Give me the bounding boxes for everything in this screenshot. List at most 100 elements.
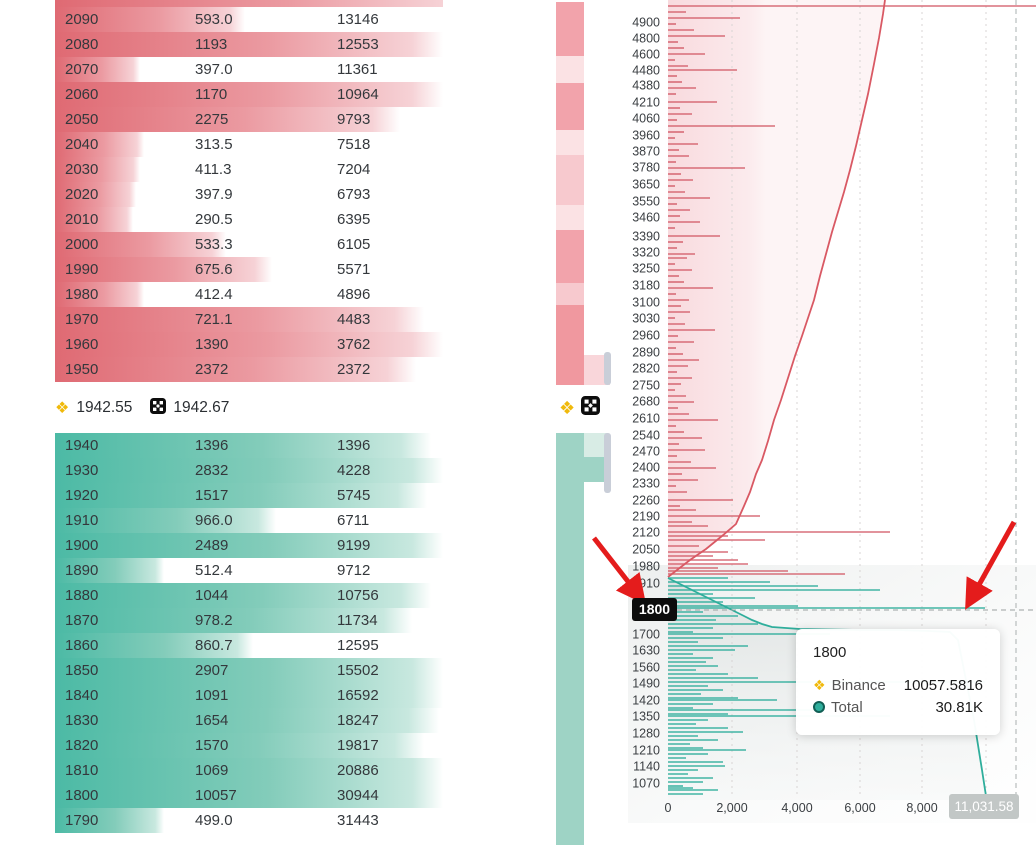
size-cell: 1390 [195, 336, 229, 353]
svg-text:4380: 4380 [632, 79, 660, 93]
ask-row[interactable]: 2050 2275 9793 [55, 107, 443, 132]
strip-segment [556, 83, 584, 130]
aggregate-exchanges-icon [150, 397, 167, 419]
svg-text:2050: 2050 [632, 543, 660, 557]
ask-depth-curve [667, 0, 886, 578]
bid-row[interactable]: 1940 1396 1396 [55, 433, 443, 458]
size-cell: 397.9 [195, 186, 233, 203]
bid-row[interactable]: 1800 10057 30944 [55, 783, 443, 808]
bid-row[interactable]: 1840 1091 16592 [55, 683, 443, 708]
strip-segment [604, 433, 611, 493]
ask-row[interactable]: 2030 411.3 7204 [55, 157, 443, 182]
bid-depth-bar [55, 533, 443, 558]
size-cell: 860.7 [195, 637, 233, 654]
price-cell: 1840 [65, 687, 99, 704]
bid-row[interactable]: 1930 2832 4228 [55, 458, 443, 483]
svg-text:3960: 3960 [632, 129, 660, 143]
annotation-arrow [965, 520, 1017, 610]
ask-row[interactable]: 1960 1390 3762 [55, 332, 443, 357]
bid-depth-bar [55, 583, 432, 608]
ask-row[interactable]: 2080 1193 12553 [55, 32, 443, 57]
price-cell: 1940 [65, 437, 99, 454]
strip-segment [556, 305, 584, 385]
bid-row[interactable]: 1920 1517 5745 [55, 483, 443, 508]
price-cell: 1990 [65, 261, 99, 278]
spread-row: ❖ 1942.55 1942.67 [55, 396, 247, 420]
svg-text:2680: 2680 [632, 395, 660, 409]
total-cell: 10756 [337, 587, 379, 604]
ask-depth-bar [55, 157, 141, 182]
bid-depth-bar [55, 758, 443, 783]
strip-segment [556, 283, 584, 305]
tooltip-total-label: Total [831, 698, 863, 716]
bid-row[interactable]: 1810 1069 20886 [55, 758, 443, 783]
ask-depth-bar [55, 132, 145, 157]
ask-row[interactable]: 2060 1170 10964 [55, 82, 443, 107]
bid-row[interactable]: 1860 860.7 12595 [55, 633, 443, 658]
svg-text:4210: 4210 [632, 96, 660, 110]
x-axis-max-flag: 11,031.58 [949, 794, 1019, 819]
ask-row[interactable]: 2010 290.5 6395 [55, 207, 443, 232]
binance-icon: ❖ [813, 676, 826, 693]
price-cell: 1920 [65, 487, 99, 504]
total-cell: 20886 [337, 762, 379, 779]
strip-segment [556, 56, 584, 83]
binance-icon: ❖ [55, 400, 70, 417]
price-cell: 2060 [65, 86, 99, 103]
svg-text:4,000: 4,000 [781, 801, 812, 815]
size-cell: 2372 [195, 361, 229, 378]
svg-text:4600: 4600 [632, 48, 660, 62]
ask-row[interactable]: 2040 313.5 7518 [55, 132, 443, 157]
ask-row[interactable]: 1950 2372 2372 [55, 357, 443, 382]
bid-row[interactable]: 1900 2489 9199 [55, 533, 443, 558]
bid-depth-bar [55, 808, 164, 833]
price-cell: 1970 [65, 311, 99, 328]
bid-row[interactable]: 1850 2907 15502 [55, 658, 443, 683]
clipped-ask-row-bar [55, 0, 443, 7]
bid-row[interactable]: 1790 499.0 31443 [55, 808, 443, 833]
ask-row[interactable]: 2070 397.0 11361 [55, 57, 443, 82]
ask-row[interactable]: 2020 397.9 6793 [55, 182, 443, 207]
svg-text:3650: 3650 [632, 178, 660, 192]
total-cell: 9199 [337, 537, 371, 554]
svg-text:3320: 3320 [632, 246, 660, 260]
svg-text:1140: 1140 [633, 760, 660, 774]
bid-depth-bar [55, 458, 443, 483]
bid-row[interactable]: 1870 978.2 11734 [55, 608, 443, 633]
ask-row[interactable]: 1970 721.1 4483 [55, 307, 443, 332]
svg-text:3030: 3030 [632, 312, 660, 326]
total-cell: 6395 [337, 211, 371, 228]
bid-row[interactable]: 1890 512.4 9712 [55, 558, 443, 583]
ask-row[interactable]: 2090 593.0 13146 [55, 7, 443, 32]
svg-text:4480: 4480 [632, 64, 660, 78]
price-cell: 2090 [65, 11, 99, 28]
size-cell: 1170 [195, 86, 228, 103]
tooltip-binance-value: 10057.5816 [903, 676, 983, 694]
total-cell: 9712 [337, 562, 371, 579]
svg-text:2330: 2330 [632, 477, 660, 491]
annotation-arrow [592, 536, 647, 605]
strip-spread-row: ❖ [559, 395, 607, 421]
price-cell: 2070 [65, 61, 99, 78]
ask-depth-bar [55, 207, 133, 232]
size-cell: 412.4 [195, 286, 233, 303]
strip-segment [556, 2, 584, 56]
bid-row[interactable]: 1880 1044 10756 [55, 583, 443, 608]
bid-depth-bar [55, 558, 164, 583]
ask-row[interactable]: 1980 412.4 4896 [55, 282, 443, 307]
price-cell: 2050 [65, 111, 99, 128]
svg-text:2260: 2260 [632, 494, 660, 508]
svg-text:2540: 2540 [632, 429, 660, 443]
bid-row[interactable]: 1830 1654 18247 [55, 708, 443, 733]
svg-text:2750: 2750 [632, 379, 660, 393]
svg-text:2820: 2820 [632, 362, 660, 376]
total-cell: 5745 [337, 487, 371, 504]
ask-row[interactable]: 1990 675.6 5571 [55, 257, 443, 282]
bid-row[interactable]: 1910 966.0 6711 [55, 508, 443, 533]
total-cell: 4896 [337, 286, 371, 303]
price-cell: 1790 [65, 812, 99, 829]
ask-row[interactable]: 2000 533.3 6105 [55, 232, 443, 257]
svg-text:1350: 1350 [632, 710, 660, 724]
bid-row[interactable]: 1820 1570 19817 [55, 733, 443, 758]
size-cell: 966.0 [195, 512, 233, 529]
